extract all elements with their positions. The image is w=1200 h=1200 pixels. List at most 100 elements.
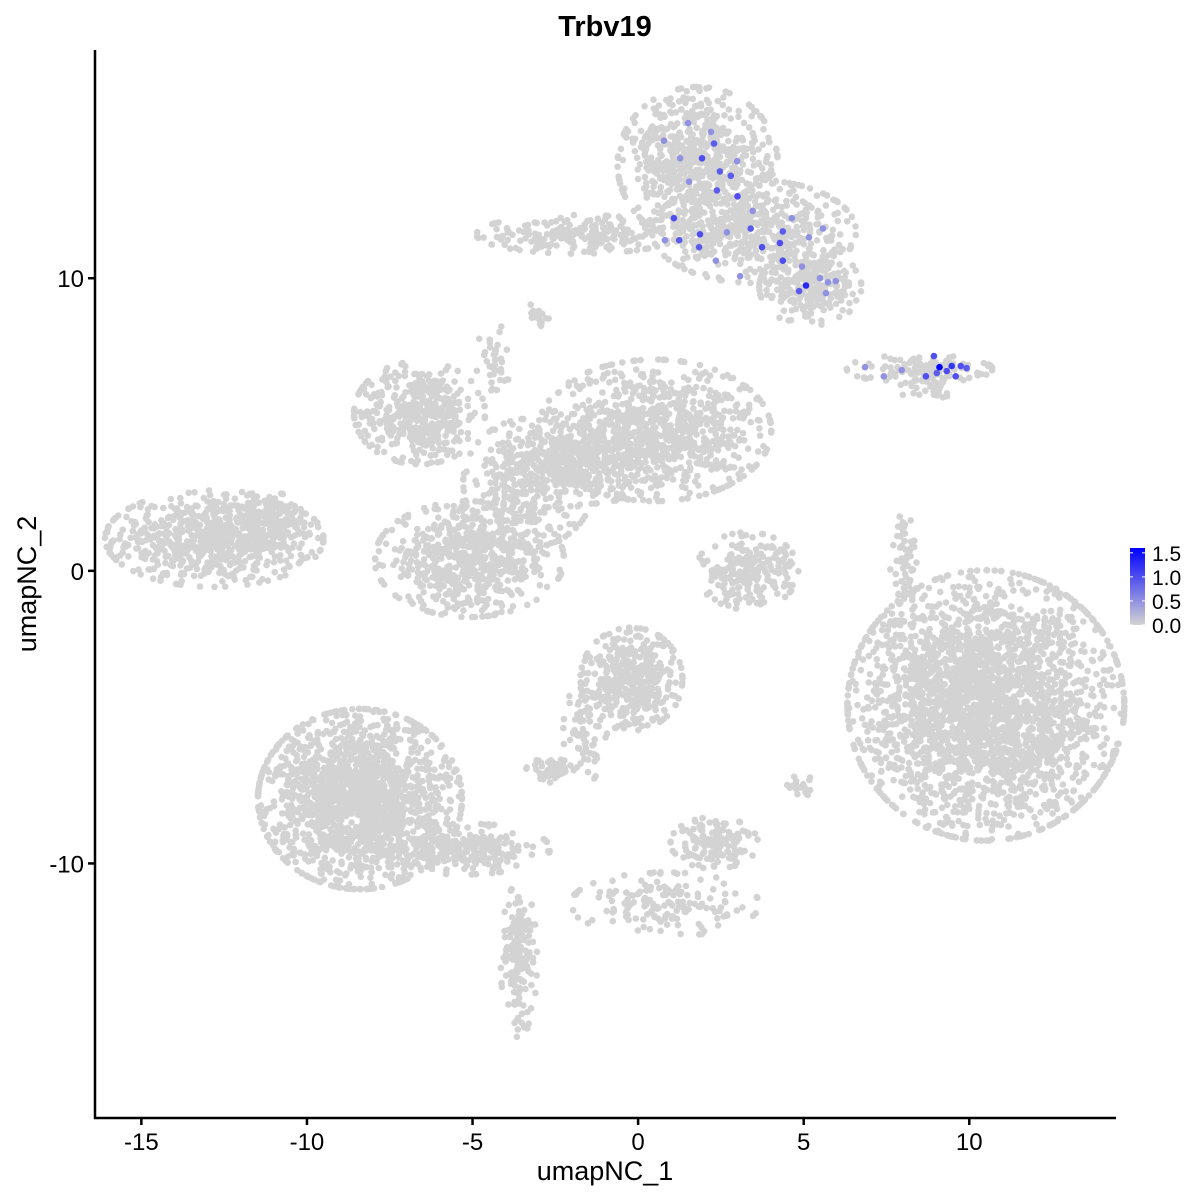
cell-point <box>747 418 754 426</box>
cell-point <box>605 242 613 249</box>
cell-point <box>711 115 718 123</box>
cell-point <box>634 471 641 478</box>
cell-point <box>162 559 169 567</box>
cell-point <box>649 177 656 185</box>
cell-point <box>320 533 327 540</box>
cell-point <box>739 161 747 168</box>
cell-point <box>298 510 306 518</box>
cell-point <box>599 389 606 396</box>
cell-point <box>543 230 551 238</box>
cell-point <box>437 370 445 377</box>
cell-point <box>134 545 142 552</box>
cell-point <box>813 192 821 199</box>
cell-point <box>132 520 140 528</box>
cell-point <box>735 113 742 121</box>
cell-point <box>392 457 399 465</box>
cell-point <box>771 213 779 221</box>
cell-point <box>529 501 536 508</box>
cell-point <box>716 240 724 248</box>
cell-point <box>590 490 597 497</box>
cell-point <box>507 608 514 615</box>
cell-point <box>665 410 673 418</box>
chart-title: Trbv19 <box>558 11 652 43</box>
cell-point <box>612 497 620 504</box>
cell-point <box>391 393 398 401</box>
cell-point <box>383 378 390 386</box>
cell-point <box>729 415 737 422</box>
cell-point <box>672 466 679 473</box>
cell-point <box>241 558 249 565</box>
cell-point <box>441 439 448 447</box>
cell-point <box>625 447 632 454</box>
cell-point <box>425 377 433 385</box>
cell-point <box>585 248 593 256</box>
cell-point <box>761 228 768 236</box>
cell-point <box>642 458 649 466</box>
points-layer <box>101 83 1128 1041</box>
cell-point <box>498 608 505 616</box>
cell-point <box>378 533 386 540</box>
cell-point <box>355 389 363 397</box>
cell-point <box>596 418 603 426</box>
cell-point <box>277 557 284 564</box>
cell-point <box>407 433 415 440</box>
cell-point <box>736 203 743 210</box>
cell-point <box>505 460 512 467</box>
cell-point <box>667 454 674 462</box>
cell-point <box>300 524 308 531</box>
cell-point <box>598 219 606 227</box>
cell-point <box>634 175 642 183</box>
cell-point <box>831 211 838 218</box>
cell-point <box>492 506 500 514</box>
cell-point <box>611 376 619 384</box>
cell-point <box>378 578 386 585</box>
cell-point <box>405 560 413 568</box>
cell-point <box>298 540 306 547</box>
cell-point <box>662 202 669 210</box>
cell-point <box>749 148 757 156</box>
cell-point <box>224 506 231 514</box>
cell-point <box>753 231 760 239</box>
cell-point <box>444 427 452 435</box>
cell-point <box>757 219 765 227</box>
cell-point <box>708 163 716 170</box>
cell-point <box>732 402 740 410</box>
cell-point <box>425 371 433 378</box>
cell-point <box>626 237 634 245</box>
cell-point <box>564 415 572 422</box>
cell-point <box>843 218 851 225</box>
cell-point <box>406 382 413 389</box>
cell-point <box>373 409 381 417</box>
cell-point <box>291 502 299 510</box>
cell-point <box>717 462 725 470</box>
cell-point <box>220 491 228 499</box>
cell-point <box>212 538 220 546</box>
cell-point <box>289 544 296 551</box>
cell-point <box>240 564 247 571</box>
cell-point <box>707 243 715 250</box>
cell-point <box>705 192 713 200</box>
cell-point <box>754 448 762 455</box>
cell-point <box>469 565 477 572</box>
cell-point <box>528 422 536 430</box>
cell-point <box>767 427 775 435</box>
cell-point <box>479 395 486 403</box>
cell-point <box>836 231 844 238</box>
cell-point <box>194 558 202 565</box>
cell-point <box>177 494 184 502</box>
cell-point <box>442 419 450 427</box>
cell-point <box>545 448 552 455</box>
cell-point <box>489 220 496 228</box>
cell-point <box>606 379 613 386</box>
cell-point <box>687 187 695 195</box>
cell-point <box>434 546 442 553</box>
cell-point <box>710 413 718 421</box>
cell-point <box>420 420 427 428</box>
cell-point <box>263 500 270 508</box>
cell-point <box>206 491 214 499</box>
cell-point <box>221 583 229 590</box>
cell-point <box>727 221 735 229</box>
cell-point <box>414 543 422 551</box>
cell-point <box>847 242 855 249</box>
cell-point <box>760 126 767 133</box>
